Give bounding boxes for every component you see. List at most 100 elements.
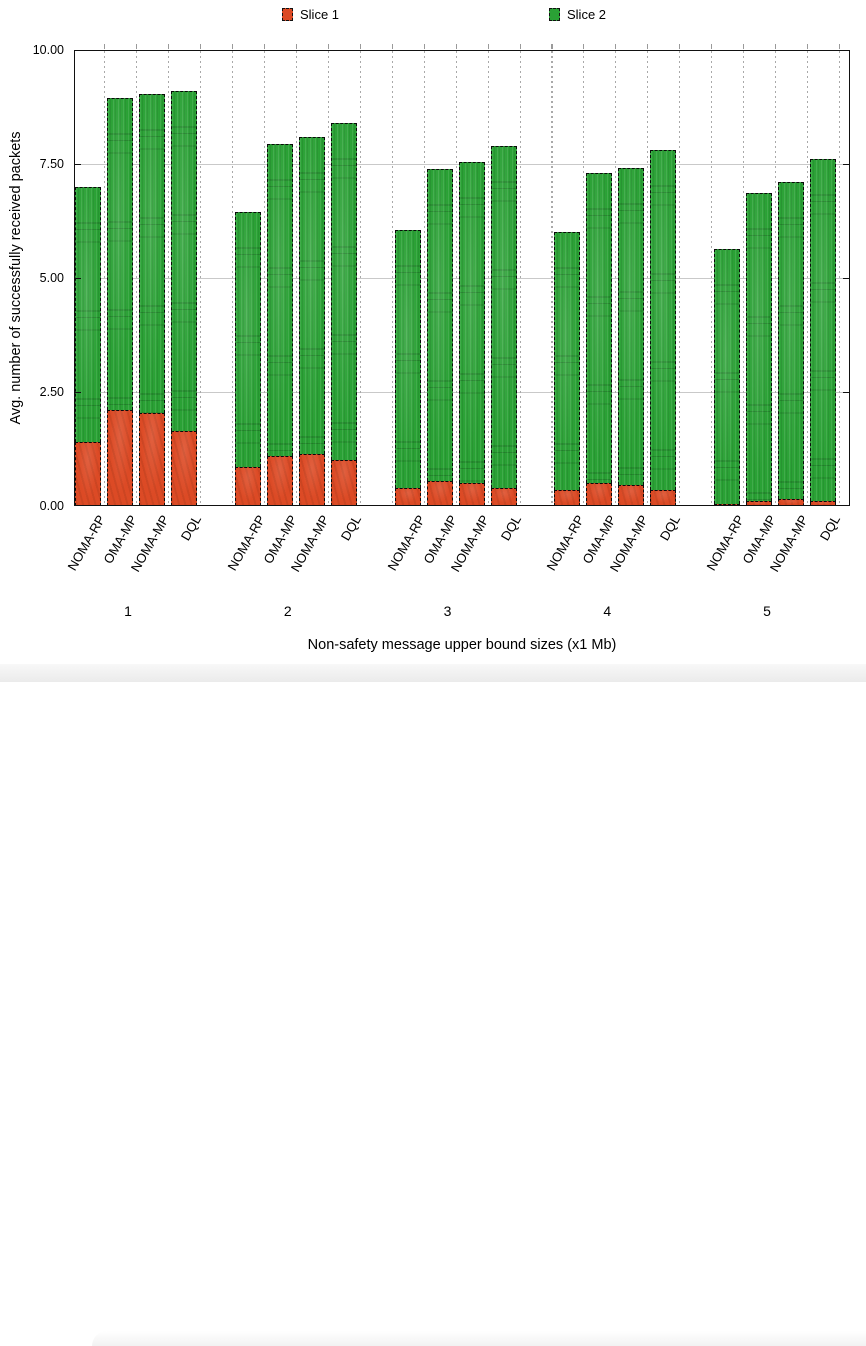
- x-tick-mark-top: [679, 44, 680, 49]
- x-gridline: [679, 51, 680, 505]
- y-tick-mark: [74, 392, 81, 393]
- bar-segment-slice1: [491, 488, 517, 506]
- x-tick-mark-top: [264, 44, 265, 49]
- x-tick-mark-top: [551, 44, 552, 49]
- y-tick-label: 5.00: [39, 271, 64, 285]
- bar-segment-slice2: [554, 232, 580, 490]
- x-gridline: [104, 51, 105, 505]
- x-tick-mark-top: [104, 44, 105, 49]
- x-tick-mark-top: [647, 44, 648, 49]
- x-tick-mark-top: [775, 44, 776, 49]
- bar-segment-slice1: [810, 501, 836, 506]
- bar-segment-slice1: [554, 490, 580, 506]
- bar-segment-slice2: [171, 91, 197, 431]
- x-gridline: [839, 51, 840, 505]
- group-label: 4: [603, 603, 612, 619]
- x-gridline: [328, 51, 329, 505]
- x-tick-mark-top: [615, 44, 616, 49]
- bar-segment-slice2: [107, 98, 133, 410]
- x-gridline: [552, 51, 553, 505]
- bar-segment-slice1: [235, 467, 261, 506]
- x-gridline: [488, 51, 489, 505]
- x-tick-mark-top: [583, 44, 584, 49]
- x-tick-mark-top: [424, 44, 425, 49]
- group-label: 3: [443, 603, 452, 619]
- x-tick-mark-top: [296, 44, 297, 49]
- bar-segment-slice2: [714, 249, 740, 504]
- bar-segment-slice1: [586, 483, 612, 506]
- x-gridline: [264, 51, 265, 505]
- x-tick-mark-top: [711, 44, 712, 49]
- x-gridline: [711, 51, 712, 505]
- background-window-corner: [92, 1331, 866, 1346]
- y-tick-label: 7.50: [39, 157, 64, 171]
- y-tick-mark: [74, 278, 81, 279]
- chart-page: Slice 1 Slice 2 Avg. number of successfu…: [0, 7, 866, 1346]
- bar-segment-slice1: [107, 410, 133, 506]
- bar-segment-slice2: [427, 169, 453, 481]
- y-tick-mark: [843, 278, 850, 279]
- group-label: 5: [763, 603, 771, 619]
- x-gridline: [456, 51, 457, 505]
- x-tick-mark-top: [743, 44, 744, 49]
- bar-segment-slice1: [395, 488, 421, 506]
- x-gridline: [615, 51, 616, 505]
- x-gridline: [168, 51, 169, 505]
- legend-swatch-slice2: [549, 8, 560, 21]
- bar-segment-slice2: [459, 162, 485, 483]
- x-tick-mark-top: [136, 44, 137, 49]
- x-tick-mark-top: [200, 44, 201, 49]
- legend-label-slice1: Slice 1: [300, 7, 340, 22]
- bar-segment-slice1: [267, 456, 293, 506]
- bar-segment-slice1: [299, 454, 325, 506]
- bar-segment-slice2: [139, 94, 165, 413]
- x-gridline: [360, 51, 361, 505]
- bar-segment-slice2: [491, 146, 517, 488]
- bar-segment-slice2: [618, 168, 644, 485]
- x-gridline: [200, 51, 201, 505]
- x-gridline: [583, 51, 584, 505]
- x-tick-mark-top: [807, 44, 808, 49]
- x-tick-mark-top: [488, 44, 489, 49]
- legend-label-slice2: Slice 2: [567, 7, 607, 22]
- background-window-strip: [0, 664, 866, 1346]
- legend-swatch-slice1: [282, 8, 293, 21]
- x-tick-mark-top: [360, 44, 361, 49]
- bar-segment-slice1: [778, 499, 804, 506]
- y-tick-label: 2.50: [39, 385, 64, 399]
- bar-segment-slice1: [714, 504, 740, 506]
- bar-segment-slice1: [650, 490, 676, 506]
- bar-segment-slice2: [650, 150, 676, 490]
- bar-segment-slice2: [746, 193, 772, 501]
- bar-segment-slice2: [395, 230, 421, 488]
- x-gridline: [520, 51, 521, 505]
- group-label: 1: [124, 603, 132, 619]
- bar-segment-slice1: [139, 413, 165, 506]
- x-gridline: [775, 51, 776, 505]
- x-tick-mark-top: [552, 44, 553, 49]
- y-tick-label: 10.00: [32, 43, 64, 57]
- x-axis-title: Non-safety message upper bound sizes (x1…: [307, 637, 617, 653]
- x-gridline: [424, 51, 425, 505]
- group-label: 2: [283, 603, 292, 619]
- bar-segment-slice2: [331, 123, 357, 460]
- x-gridline: [551, 51, 552, 505]
- x-gridline: [743, 51, 744, 505]
- bar-segment-slice2: [235, 212, 261, 467]
- bar-segment-slice2: [810, 159, 836, 501]
- plot-area: [74, 50, 850, 506]
- y-tick-label: 0.00: [39, 499, 64, 513]
- bar-segment-slice1: [427, 481, 453, 506]
- bar-segment-slice1: [171, 431, 197, 506]
- x-tick-mark-top: [168, 44, 169, 49]
- x-tick-mark-top: [456, 44, 457, 49]
- bar-segment-slice1: [746, 501, 772, 506]
- x-tick-mark-top: [520, 44, 521, 49]
- x-tick-mark-top: [328, 44, 329, 49]
- x-gridline: [807, 51, 808, 505]
- y-tick-mark: [74, 164, 81, 165]
- x-gridline: [392, 51, 393, 505]
- bar-segment-slice2: [75, 187, 101, 442]
- bar-segment-slice1: [618, 485, 644, 506]
- x-tick-mark-top: [232, 44, 233, 49]
